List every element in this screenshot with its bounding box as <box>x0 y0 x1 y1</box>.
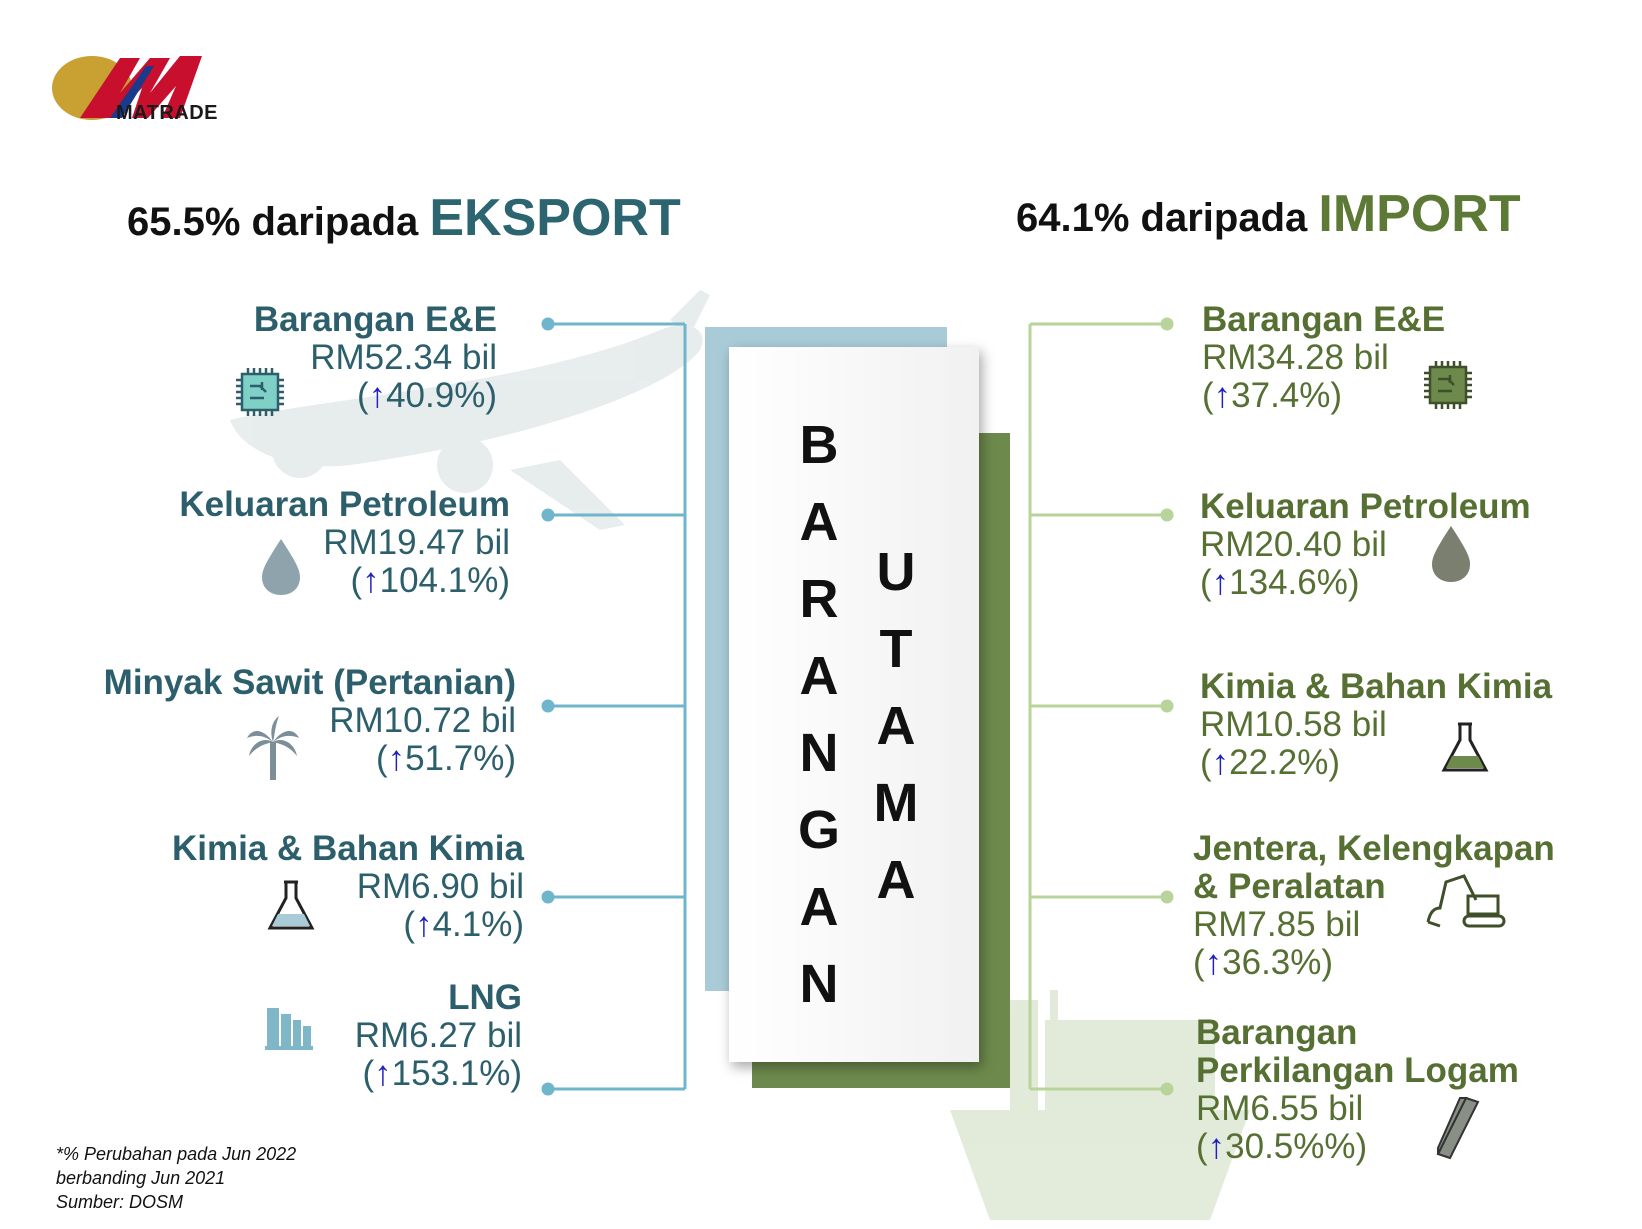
export-item-name: Minyak Sawit (Pertanian) <box>103 663 516 702</box>
export-item-change: (↑51.7%) <box>375 739 516 778</box>
matrade-logo-mark <box>52 56 202 120</box>
import-item: Barangan Perkilangan Logam RM6.55 bil (↑… <box>1196 1014 1519 1166</box>
export-item-name: Barangan E&E <box>253 300 497 339</box>
center-letter: A <box>799 877 839 937</box>
import-item-name: Barangan <box>1196 1013 1358 1052</box>
center-letter: A <box>799 646 839 706</box>
import-item-name-line2: & Peralatan <box>1193 867 1386 906</box>
export-item: Keluaran Petroleum RM19.47 bil (↑104.1%) <box>179 486 510 600</box>
oil-drop-icon <box>1432 526 1470 582</box>
steel-beam-icon <box>1436 1096 1480 1160</box>
excavator-icon <box>1426 874 1506 928</box>
export-header-prefix: 65.5% daripada <box>127 200 430 244</box>
flask-icon <box>267 880 315 930</box>
import-item-name: Kimia & Bahan Kimia <box>1200 667 1553 706</box>
footnote-source: Sumber: DOSM <box>56 1192 184 1212</box>
flask-icon <box>1441 722 1489 772</box>
import-item-change: (↑36.3%) <box>1193 943 1334 982</box>
export-item: Barangan E&E RM52.34 bil (↑40.9%) <box>254 301 497 415</box>
export-item: Minyak Sawit (Pertanian) RM10.72 bil (↑5… <box>104 664 516 778</box>
export-item-value: RM19.47 bil <box>323 523 510 562</box>
airplane-background-image <box>230 290 710 530</box>
export-item-change: (↑40.9%) <box>356 376 497 415</box>
up-arrow-icon: ↑ <box>368 376 387 415</box>
export-item-name: Kimia & Bahan Kimia <box>171 829 524 868</box>
export-item-name: LNG <box>448 978 522 1017</box>
import-item: Jentera, Kelengkapan & Peralatan RM7.85 … <box>1193 830 1555 982</box>
import-item-change: (↑30.5%%) <box>1196 1127 1368 1166</box>
center-letter: A <box>876 850 916 910</box>
up-arrow-icon: ↑ <box>1211 563 1230 602</box>
center-letter: G <box>797 800 840 860</box>
import-item-value: RM20.40 bil <box>1200 525 1387 564</box>
export-header: 65.5% daripada EKSPORT <box>127 188 681 248</box>
up-arrow-icon: ↑ <box>387 739 406 778</box>
import-item-value: RM6.55 bil <box>1196 1089 1364 1128</box>
footnote-line: *% Perubahan pada Jun 2022 <box>56 1144 297 1164</box>
export-item-value: RM10.72 bil <box>329 701 516 740</box>
import-header-word: IMPORT <box>1318 185 1521 243</box>
export-item: LNG RM6.27 bil (↑153.1%) <box>355 979 522 1093</box>
footnote-line: berbanding Jun 2021 <box>56 1168 226 1188</box>
center-letter: N <box>799 723 839 783</box>
center-letter: T <box>879 619 913 679</box>
up-arrow-icon: ↑ <box>1211 743 1230 782</box>
matrade-logo: MATRADE <box>50 48 218 128</box>
center-letter: A <box>799 492 839 552</box>
center-letter: U <box>876 542 916 602</box>
export-item-value: RM6.90 bil <box>356 867 524 906</box>
matrade-logo-text: MATRADE <box>116 102 219 124</box>
import-item-value: RM10.58 bil <box>1200 705 1387 744</box>
export-item-change: (↑104.1%) <box>350 561 510 600</box>
center-letter: A <box>876 696 916 756</box>
import-item-change: (↑37.4%) <box>1202 376 1343 415</box>
oil-drop-icon <box>262 539 300 595</box>
up-arrow-icon: ↑ <box>362 561 380 600</box>
footnote: *% Perubahan pada Jun 2022 berbanding Ju… <box>56 1142 296 1214</box>
center-letter: B <box>799 415 839 475</box>
import-item-name: Keluaran Petroleum <box>1200 487 1531 526</box>
up-arrow-icon: ↑ <box>415 905 433 944</box>
cargo-ship-background-image <box>950 990 1250 1220</box>
up-arrow-icon: ↑ <box>374 1054 392 1093</box>
import-item-change: (↑22.2%) <box>1200 743 1341 782</box>
up-arrow-icon: ↑ <box>1207 1127 1226 1166</box>
export-item-change: (↑4.1%) <box>403 905 524 944</box>
import-item-name: Barangan E&E <box>1202 300 1446 339</box>
export-item-value: RM6.27 bil <box>354 1016 522 1055</box>
center-card <box>729 347 979 1062</box>
import-header-prefix: 64.1% daripada <box>1016 196 1319 240</box>
import-item-value: RM7.85 bil <box>1193 905 1361 944</box>
center-letter: M <box>873 773 919 833</box>
import-item-name-line2: Perkilangan Logam <box>1196 1051 1519 1090</box>
up-arrow-icon: ↑ <box>1204 943 1223 982</box>
import-item: Barangan E&E RM34.28 bil (↑37.4%) <box>1202 301 1445 415</box>
export-item-value: RM52.34 bil <box>310 338 497 377</box>
import-header: 64.1% daripada IMPORT <box>1016 184 1521 244</box>
import-item: Keluaran Petroleum RM20.40 bil (↑134.6%) <box>1200 488 1531 602</box>
export-item: Kimia & Bahan Kimia RM6.90 bil (↑4.1%) <box>172 830 524 944</box>
import-item-value: RM34.28 bil <box>1202 338 1389 377</box>
export-item-name: Keluaran Petroleum <box>179 485 510 524</box>
center-letter: R <box>799 569 839 629</box>
up-arrow-icon: ↑ <box>1213 376 1232 415</box>
import-item: Kimia & Bahan Kimia RM10.58 bil (↑22.2%) <box>1200 668 1552 782</box>
chip-icon <box>236 368 284 416</box>
center-letter: N <box>799 954 839 1014</box>
export-header-word: EKSPORT <box>429 189 681 247</box>
export-item-change: (↑153.1%) <box>362 1054 522 1093</box>
lng-tanks-icon <box>265 1008 313 1050</box>
import-item-name: Jentera, Kelengkapan <box>1193 829 1555 868</box>
palm-tree-icon <box>247 716 299 780</box>
import-item-change: (↑134.6%) <box>1200 563 1360 602</box>
chip-icon <box>1424 361 1472 409</box>
